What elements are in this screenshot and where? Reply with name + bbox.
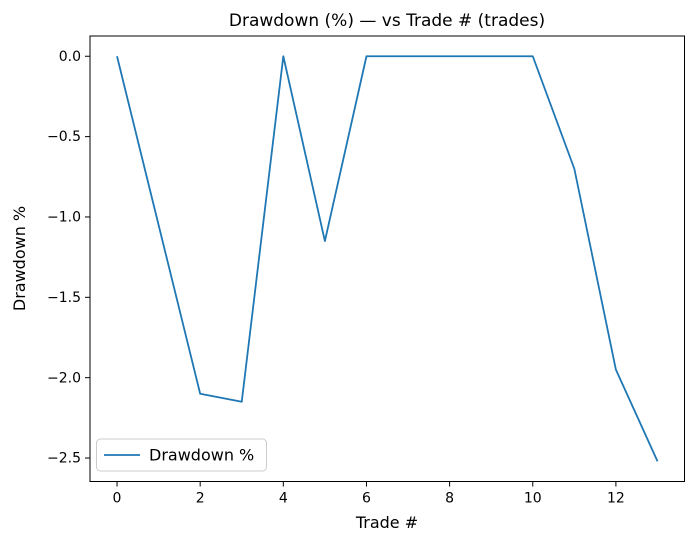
x-axis-label: Trade #	[355, 513, 418, 532]
legend-label: Drawdown %	[149, 445, 254, 464]
y-tick-label: −2.0	[47, 370, 81, 386]
x-tick-label: 6	[362, 491, 371, 507]
y-tick-label: 0.0	[59, 49, 81, 65]
legend-box	[96, 438, 267, 472]
x-tick-label: 0	[113, 491, 122, 507]
x-tick-label: 8	[445, 491, 454, 507]
plot-area	[89, 35, 685, 482]
x-axis: 0 2 4 6 8 10 12	[113, 481, 625, 507]
y-tick-label: −0.5	[47, 129, 81, 145]
x-tick-label: 2	[196, 491, 205, 507]
y-tick-label: −1.5	[47, 290, 81, 306]
x-tick-label: 10	[524, 491, 542, 507]
x-tick-label: 12	[607, 491, 625, 507]
x-tick-label: 4	[279, 491, 288, 507]
y-tick-label: −2.5	[47, 451, 81, 467]
chart-title: Drawdown (%) — vs Trade # (trades)	[229, 11, 545, 31]
y-axis: 0.0 −0.5 −1.0 −1.5 −2.0 −2.5	[47, 49, 90, 467]
y-axis-label: Drawdown %	[10, 206, 29, 311]
y-tick-label: −1.0	[47, 210, 81, 226]
drawdown-line	[116, 55, 659, 462]
legend: Drawdown %	[96, 438, 267, 472]
